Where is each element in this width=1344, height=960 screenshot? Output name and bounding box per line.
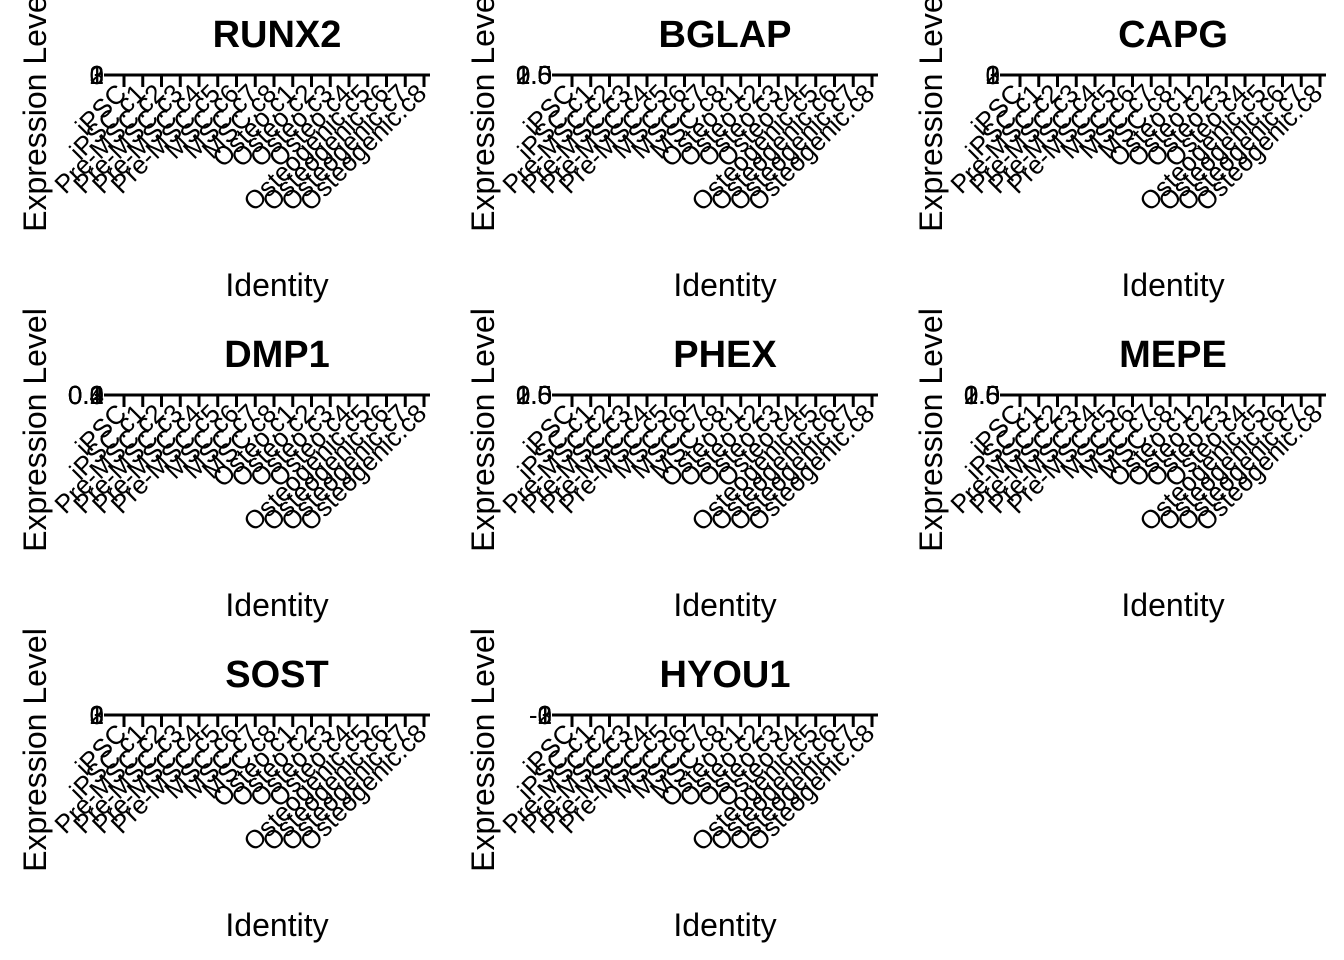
- y-tick-label: 0.5: [964, 380, 1000, 410]
- panel-dmp1: DMP1 Expression Level Identity 0.00.10.20.3…: [17, 308, 432, 623]
- y-tick-label: 1.5: [516, 380, 552, 410]
- panel-title: BGLAP: [659, 14, 792, 56]
- y-tick-label: -1: [529, 700, 552, 730]
- y-tick-label: 0: [538, 700, 552, 730]
- y-tick-label: 3: [538, 700, 552, 730]
- panel-title: MEPE: [1119, 334, 1227, 376]
- y-tick-label: 0.2: [68, 380, 104, 410]
- y-tick-label: 2: [538, 700, 552, 730]
- x-axis-label: Identity: [1121, 587, 1224, 623]
- panel-title: DMP1: [224, 334, 330, 376]
- y-axis-label: Expression Level: [913, 0, 949, 232]
- y-tick-label: 0.5: [516, 60, 552, 90]
- y-tick-label: 2: [986, 60, 1000, 90]
- y-tick-label: 0: [986, 60, 1000, 90]
- y-tick-label: 1: [538, 700, 552, 730]
- panel-title: PHEX: [673, 334, 777, 376]
- y-tick-label: 0.1: [68, 380, 104, 410]
- y-axis-label: Expression Level: [17, 0, 53, 232]
- x-axis-label: Identity: [673, 907, 776, 943]
- panel-title: HYOU1: [660, 654, 791, 696]
- y-axis-label: Expression Level: [913, 308, 949, 552]
- y-tick-label: 0.0: [68, 380, 104, 410]
- y-tick-label: 0.5: [516, 380, 552, 410]
- panel-bglap: BGLAP Expression Level Identity 0.00.51.01.…: [465, 0, 880, 303]
- y-tick-label: 1.5: [516, 60, 552, 90]
- panel-phex: PHEX Expression Level Identity 0.00.51.01.5…: [465, 308, 880, 623]
- panel-title: CAPG: [1118, 14, 1228, 56]
- y-tick-label: 1.0: [516, 380, 552, 410]
- panel-title: RUNX2: [213, 14, 342, 56]
- y-axis-label: Expression Level: [465, 0, 501, 232]
- x-axis-label: Identity: [673, 587, 776, 623]
- y-tick-label: 1: [90, 700, 104, 730]
- y-tick-label: 1: [90, 60, 104, 90]
- y-tick-label: 0.0: [516, 380, 552, 410]
- y-tick-label: 1.5: [964, 380, 1000, 410]
- y-tick-label: 1.0: [964, 380, 1000, 410]
- y-axis-label: Expression Level: [17, 308, 53, 552]
- y-tick-label: 2.0: [516, 60, 552, 90]
- y-tick-label: 0.4: [68, 380, 104, 410]
- y-tick-label: 2.0: [516, 380, 552, 410]
- x-axis-label: Identity: [225, 587, 328, 623]
- x-axis-label: Identity: [673, 267, 776, 303]
- x-axis-label: Identity: [225, 267, 328, 303]
- panel-mepe: MEPE Expression Level Identity 0.00.51.01.5…: [913, 308, 1328, 623]
- y-tick-label: 2.0: [964, 380, 1000, 410]
- y-tick-label: 0: [90, 60, 104, 90]
- y-tick-label: 0.0: [964, 380, 1000, 410]
- y-axis-label: Expression Level: [465, 308, 501, 552]
- x-axis-label: Identity: [1121, 267, 1224, 303]
- y-tick-label: 2: [90, 700, 104, 730]
- y-tick-label: 0.0: [516, 60, 552, 90]
- y-axis-label: Expression Level: [465, 628, 501, 872]
- panel-title: SOST: [225, 654, 328, 696]
- y-tick-label: 3: [90, 60, 104, 90]
- y-tick-label: 3: [90, 700, 104, 730]
- y-tick-label: 2: [90, 60, 104, 90]
- y-tick-label: 1.0: [516, 60, 552, 90]
- y-tick-label: 0: [90, 700, 104, 730]
- y-tick-label: 0.3: [68, 380, 104, 410]
- y-tick-label: 3: [986, 60, 1000, 90]
- y-axis-label: Expression Level: [17, 628, 53, 872]
- x-axis-label: Identity: [225, 907, 328, 943]
- y-tick-label: 1: [986, 60, 1000, 90]
